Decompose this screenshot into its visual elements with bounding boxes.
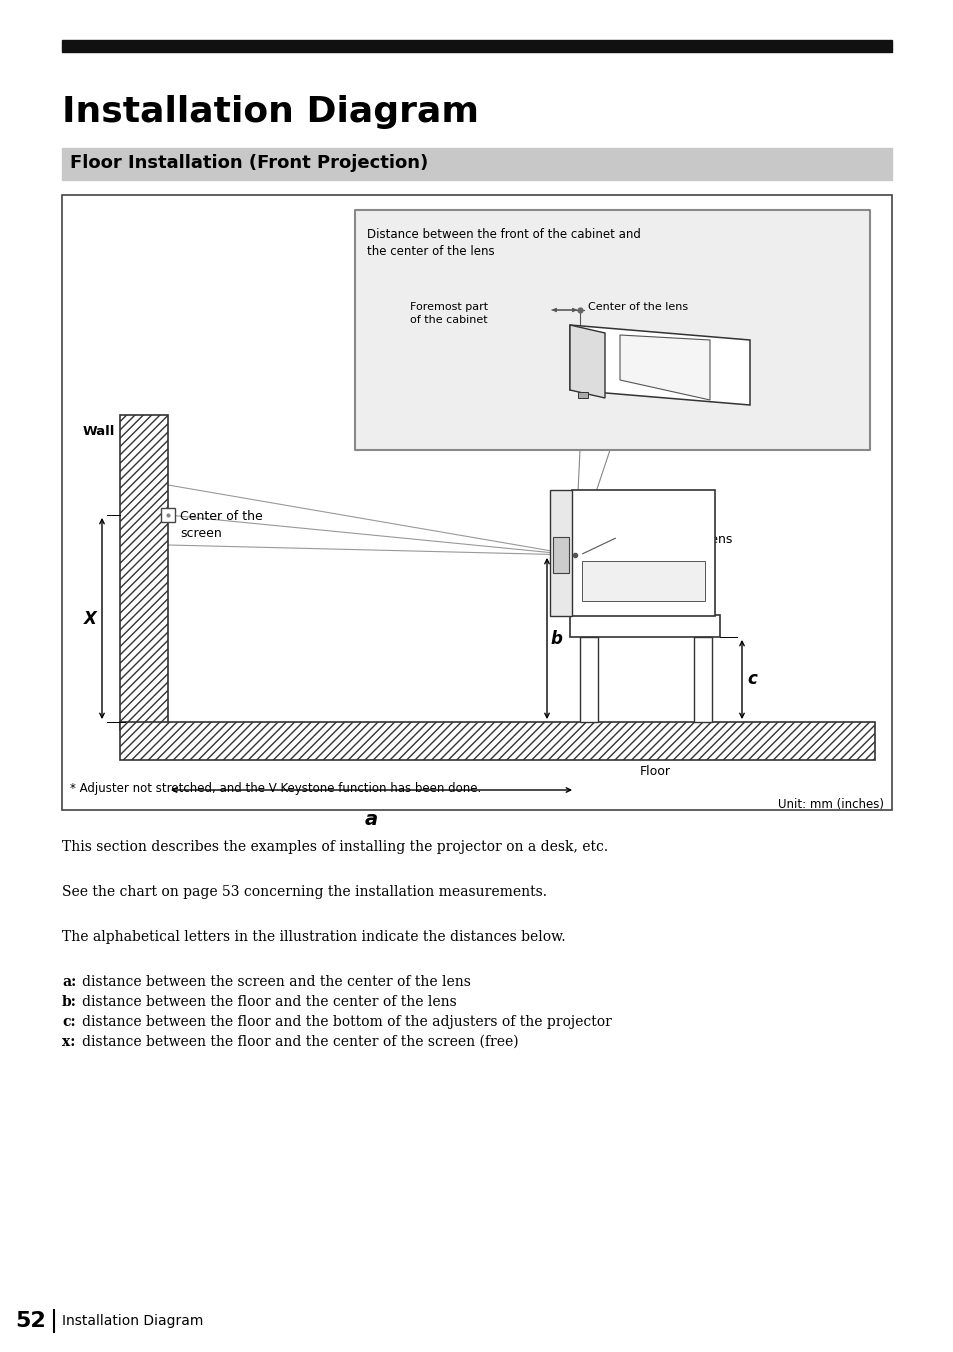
Text: a:: a: (62, 975, 76, 990)
Text: Distance between the front of the cabinet and: Distance between the front of the cabine… (367, 228, 640, 241)
Text: Floor Installation (Front Projection): Floor Installation (Front Projection) (70, 154, 428, 172)
Text: X: X (84, 610, 97, 627)
Text: 19: 19 (647, 337, 659, 345)
Text: distance between the floor and the center of the screen (free): distance between the floor and the cente… (82, 1036, 518, 1049)
Text: 52: 52 (15, 1311, 46, 1330)
Text: Center of the lens: Center of the lens (619, 533, 732, 546)
Text: b:: b: (62, 995, 77, 1009)
Bar (62, 195, 891, 810)
Text: Wall: Wall (83, 425, 115, 438)
Bar (578, 392, 587, 397)
Text: Unit: mm (inches): Unit: mm (inches) (778, 798, 883, 811)
Text: screen: screen (180, 527, 221, 539)
Bar (572, 489, 714, 617)
Bar (693, 637, 711, 722)
Text: Floor: Floor (639, 765, 670, 777)
Bar (581, 561, 704, 602)
Text: Foremost part: Foremost part (410, 301, 488, 312)
Bar (550, 489, 572, 617)
Bar (120, 415, 168, 730)
Polygon shape (569, 324, 604, 397)
Text: 32: 32 (647, 347, 659, 357)
Text: x:: x: (62, 1036, 75, 1049)
Bar (120, 722, 874, 760)
Text: ): ) (662, 342, 667, 352)
Text: a: a (365, 810, 377, 829)
Text: Center of the: Center of the (180, 510, 262, 523)
Bar (161, 508, 174, 522)
Bar (553, 537, 568, 573)
Text: 14.6 (: 14.6 ( (609, 342, 642, 352)
Text: The alphabetical letters in the illustration indicate the distances below.: The alphabetical letters in the illustra… (62, 930, 565, 944)
Text: distance between the floor and the center of the lens: distance between the floor and the cente… (82, 995, 456, 1009)
Text: This section describes the examples of installing the projector on a desk, etc.: This section describes the examples of i… (62, 840, 607, 854)
Text: Installation Diagram: Installation Diagram (62, 1314, 203, 1328)
Text: See the chart on page 53 concerning the installation measurements.: See the chart on page 53 concerning the … (62, 886, 546, 899)
Text: Installation Diagram: Installation Diagram (62, 95, 478, 128)
Text: the center of the lens: the center of the lens (367, 245, 494, 258)
Text: * Adjuster not stretched, and the V Keystone function has been done.: * Adjuster not stretched, and the V Keys… (70, 781, 480, 795)
Text: b: b (550, 630, 561, 648)
Text: distance between the screen and the center of the lens: distance between the screen and the cent… (82, 975, 471, 990)
Text: Center of the lens: Center of the lens (587, 301, 687, 312)
Bar (62, 147, 891, 180)
Bar (569, 615, 720, 637)
Polygon shape (569, 324, 749, 406)
Text: c:: c: (62, 1015, 75, 1029)
Bar (355, 210, 869, 450)
Text: of the cabinet: of the cabinet (410, 315, 487, 324)
Text: distance between the floor and the bottom of the adjusters of the projector: distance between the floor and the botto… (82, 1015, 611, 1029)
Polygon shape (619, 335, 709, 400)
Text: c: c (746, 671, 756, 688)
Bar (579, 637, 598, 722)
Bar (62, 41, 891, 51)
